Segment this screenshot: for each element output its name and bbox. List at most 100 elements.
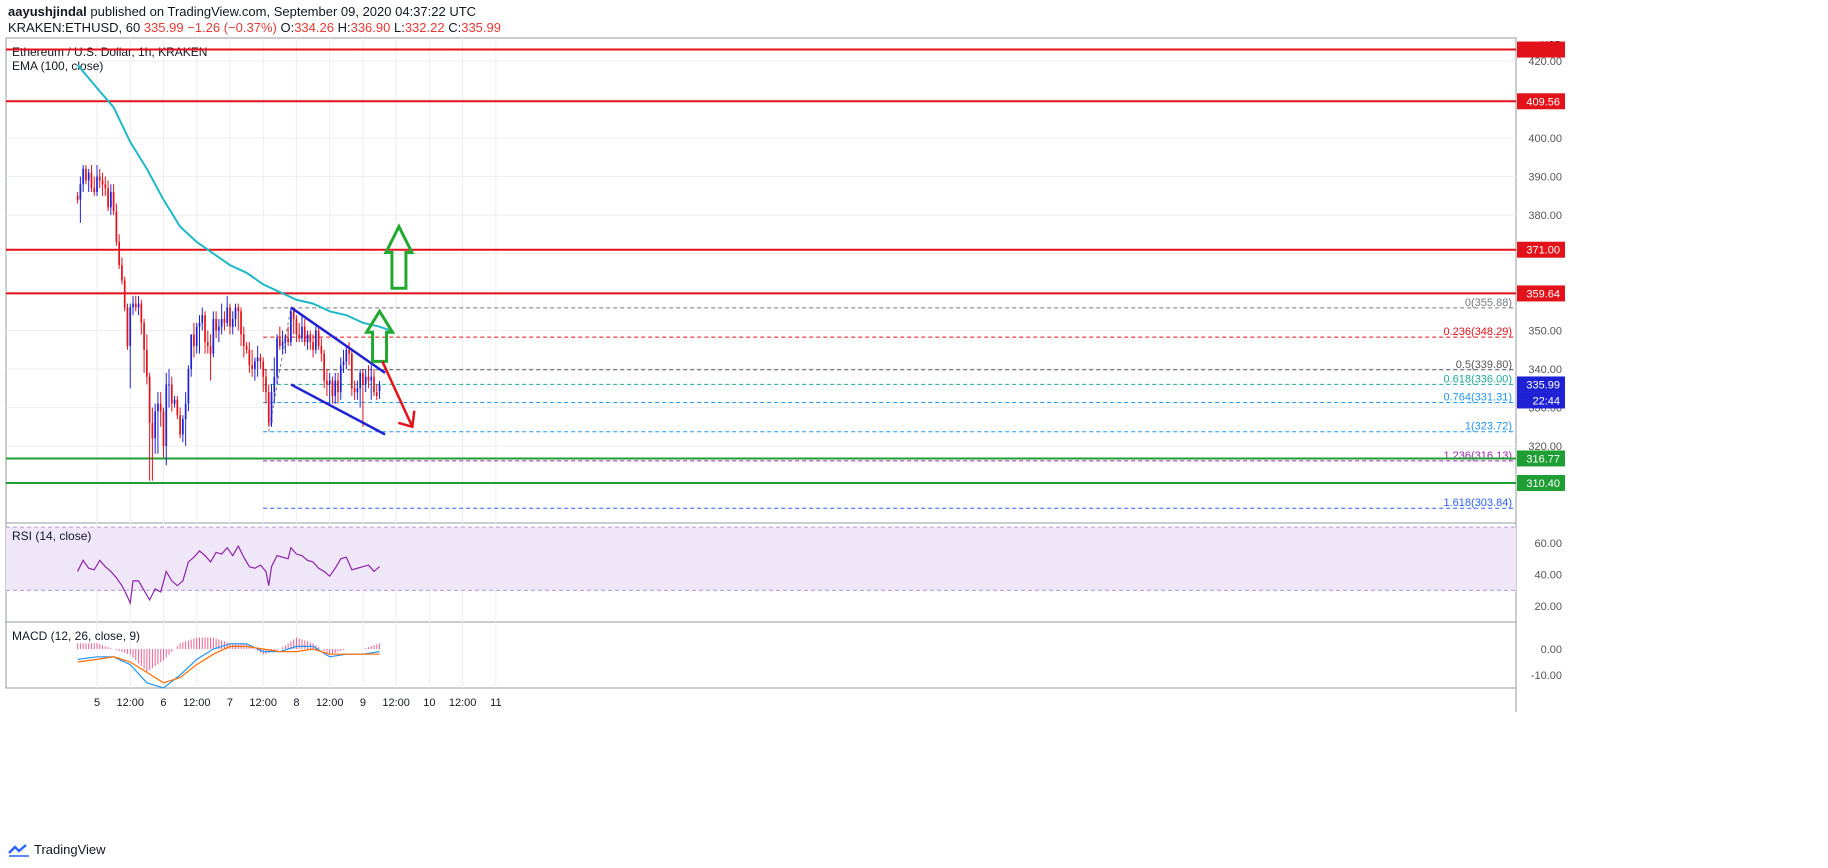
- candle-body: [129, 307, 132, 346]
- candle: [140, 299, 143, 335]
- candle: [184, 392, 187, 447]
- x-tick-label: 5: [94, 697, 100, 709]
- candle-body: [317, 330, 320, 346]
- candle: [123, 276, 126, 312]
- candle: [276, 334, 278, 385]
- candle: [248, 342, 251, 373]
- candle-body: [251, 365, 253, 370]
- symbol-label: KRAKEN:ETHUSD, 60: [8, 20, 141, 35]
- candle: [226, 295, 229, 327]
- down-arrow-head-icon: [397, 410, 416, 429]
- candle-body: [85, 168, 87, 181]
- y-tick-label: 380.00: [1528, 210, 1562, 222]
- candle: [303, 318, 306, 346]
- author-name[interactable]: aayushjindal: [8, 4, 87, 19]
- candle: [265, 369, 267, 404]
- support-price-tag: [1517, 474, 1565, 491]
- candle-body: [162, 411, 165, 447]
- candle: [262, 357, 265, 393]
- candle-body: [328, 380, 331, 385]
- close-label: C:: [448, 20, 462, 35]
- low-label: L:: [393, 20, 405, 35]
- candle-body: [218, 326, 220, 331]
- candle-body: [159, 403, 162, 412]
- candle: [157, 392, 159, 454]
- x-tick-label: 12:00: [316, 697, 344, 709]
- candle-body: [234, 307, 237, 319]
- candle-body: [229, 307, 231, 327]
- candle-body: [132, 303, 134, 308]
- fib-trend-line: [268, 307, 292, 432]
- open-value: 334.26: [294, 20, 334, 35]
- candle-body: [193, 334, 195, 346]
- candle: [148, 372, 151, 481]
- candle: [331, 376, 334, 404]
- tradingview-brand: TradingView: [34, 842, 106, 857]
- candle-body: [301, 326, 303, 339]
- candle-body: [118, 242, 121, 266]
- candle: [251, 349, 253, 377]
- high-value: 336.90: [350, 20, 391, 35]
- candle-body: [375, 392, 378, 396]
- candle: [132, 295, 134, 316]
- candle-body: [373, 376, 375, 393]
- candle-body: [146, 349, 148, 377]
- candle-body: [306, 334, 309, 343]
- candle-body: [112, 191, 115, 212]
- candle: [220, 303, 223, 335]
- candle: [121, 257, 123, 285]
- candle: [278, 326, 281, 350]
- candle: [112, 184, 115, 216]
- candle-body: [242, 334, 245, 346]
- candle-body: [137, 303, 140, 308]
- candle-body: [204, 315, 206, 343]
- candle: [245, 342, 248, 354]
- candle-body: [143, 322, 145, 350]
- candle: [334, 372, 337, 404]
- candle: [378, 380, 381, 399]
- candle: [356, 380, 359, 400]
- rsi-y-tick-label: 20.00: [1534, 601, 1562, 613]
- candle: [79, 176, 82, 223]
- candle-body: [173, 399, 176, 404]
- publish-header: aayushjindal published on TradingView.co…: [8, 4, 476, 24]
- y-tick-label: 350.00: [1528, 326, 1562, 338]
- candle: [350, 349, 353, 396]
- tradingview-footer[interactable]: TradingView: [8, 842, 106, 857]
- candle: [118, 234, 121, 269]
- fib-level-label: 0.5(339.80): [1456, 359, 1512, 371]
- candle-body: [364, 376, 367, 385]
- candle: [287, 326, 289, 346]
- candle: [240, 307, 242, 346]
- candle-body: [148, 376, 151, 423]
- candle: [326, 369, 328, 396]
- candle: [242, 326, 245, 358]
- candle-body: [378, 384, 381, 392]
- candle: [370, 365, 373, 400]
- candle-body: [254, 361, 256, 370]
- last-price-label: 335.99: [1526, 379, 1560, 391]
- candle-body: [281, 342, 284, 346]
- candle: [212, 311, 215, 358]
- candle-body: [270, 392, 273, 423]
- candle: [348, 342, 350, 366]
- up-arrow-icon: [383, 223, 415, 290]
- candle-body: [356, 388, 359, 393]
- candle-body: [215, 318, 217, 331]
- candle-body: [362, 372, 364, 385]
- candle: [129, 303, 132, 389]
- candle: [353, 380, 356, 400]
- candle: [143, 318, 145, 373]
- candle: [115, 203, 118, 246]
- candle-body: [359, 372, 362, 389]
- candle-body: [187, 369, 190, 404]
- candle: [165, 372, 168, 466]
- candle-body: [151, 422, 154, 439]
- resistance-price-tag: [1517, 41, 1565, 58]
- candle: [254, 357, 256, 381]
- candle: [337, 372, 339, 404]
- close-value: 335.99: [461, 20, 501, 35]
- candle-body: [303, 326, 306, 343]
- fib-level-label: 1.236(316.13): [1444, 450, 1513, 462]
